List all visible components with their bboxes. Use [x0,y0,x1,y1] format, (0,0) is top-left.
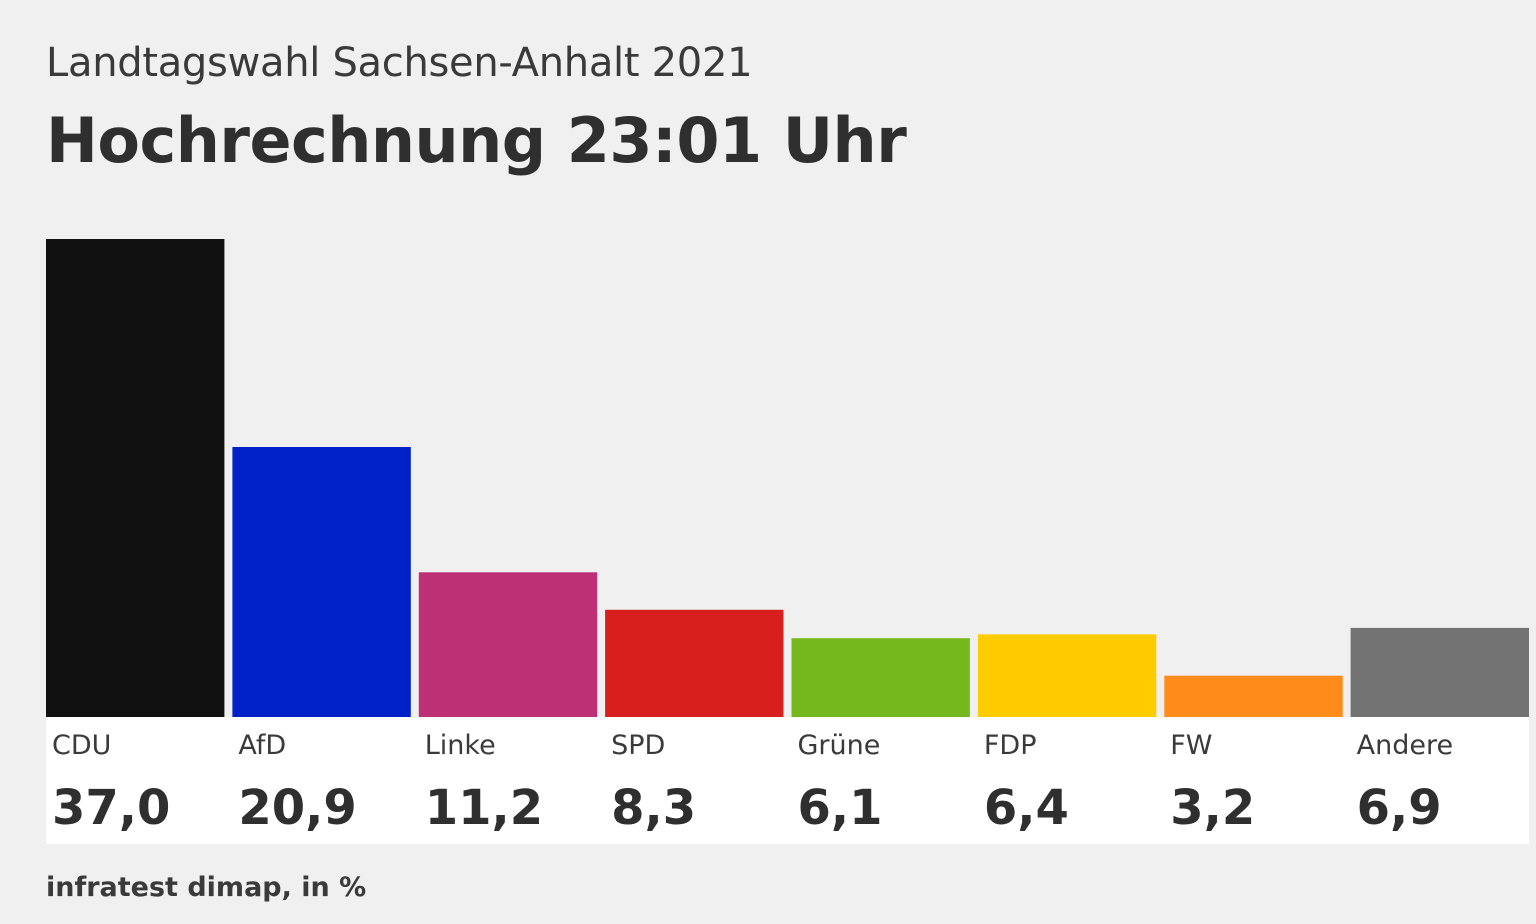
category-label-afd: AfD [238,730,287,761]
value-label-afd: 20,9 [238,780,357,836]
chart-title: Hochrechnung 23:01 Uhr [46,104,907,177]
bar-spd [605,609,784,717]
bar-fdp [977,634,1157,717]
category-label-cdu: CDU [52,730,112,761]
bar-afd [232,447,411,717]
value-label-andere: 6,9 [1356,780,1442,836]
bar-linke [418,572,598,717]
value-label-gruene: 6,1 [797,780,883,836]
bar-cdu [46,239,225,717]
chart-subtitle: Landtagswahl Sachsen-Anhalt 2021 [46,40,753,86]
value-label-fw: 3,2 [1170,780,1256,836]
value-label-spd: 8,3 [611,780,697,836]
category-label-linke: Linke [424,730,496,761]
bar-fw [1164,675,1343,717]
source-note: infratest dimap, in % [46,872,367,903]
label-band [46,717,1529,844]
value-label-linke: 11,2 [424,780,544,836]
category-label-andere: Andere [1356,730,1454,761]
category-label-fdp: FDP [983,730,1037,761]
category-label-fw: FW [1170,730,1213,761]
value-label-cdu: 37,0 [52,780,171,836]
category-label-spd: SPD [611,730,666,761]
category-label-gruene: Grüne [797,730,881,761]
value-label-fdp: 6,4 [983,780,1069,836]
bar-andere [1350,627,1529,717]
bar-gruene [791,638,970,717]
